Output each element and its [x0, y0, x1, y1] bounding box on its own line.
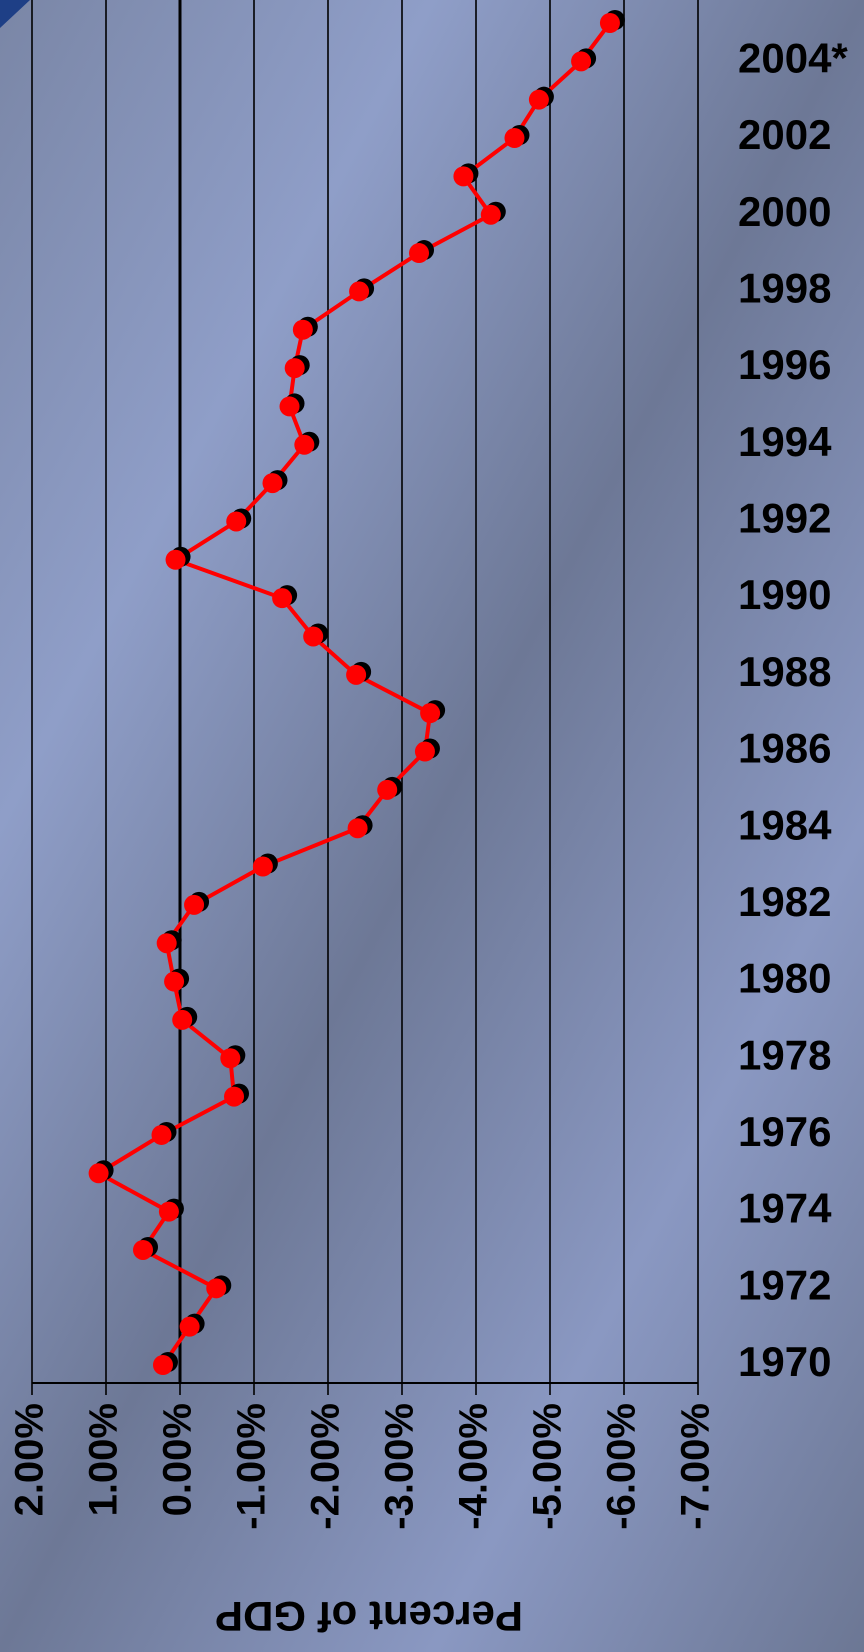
- marker: [152, 1355, 173, 1375]
- category-label: 1988: [738, 648, 831, 695]
- marker: [172, 1009, 193, 1030]
- marker: [224, 1086, 245, 1107]
- marker: [133, 1239, 153, 1260]
- marker: [88, 1163, 109, 1184]
- category-label: 1980: [738, 955, 831, 1002]
- marker: [420, 703, 441, 724]
- marker: [165, 549, 186, 570]
- axis-title: Percent of GDP: [215, 1593, 523, 1640]
- category-label: 1996: [738, 341, 831, 388]
- category-label: 2004*: [738, 34, 848, 81]
- marker: [349, 281, 370, 302]
- tick-label: -1.00%: [230, 1403, 274, 1530]
- marker: [377, 779, 398, 800]
- corner-decoration: [0, 0, 30, 28]
- marker: [252, 856, 273, 877]
- category-label: 2000: [738, 188, 831, 235]
- marker: [262, 473, 283, 494]
- marker: [599, 13, 620, 33]
- category-label: 1992: [738, 495, 831, 542]
- marker: [292, 319, 313, 340]
- tick-label: -7.00%: [674, 1403, 718, 1530]
- category-label: 1974: [738, 1185, 832, 1232]
- tick-label: 1.00%: [82, 1403, 126, 1516]
- category-label: 1986: [738, 725, 831, 772]
- marker: [151, 1124, 172, 1145]
- category-label: 2002: [738, 111, 831, 158]
- marker: [158, 1201, 179, 1222]
- marker: [284, 358, 305, 379]
- marker: [414, 741, 435, 762]
- marker: [184, 894, 205, 915]
- marker: [179, 1316, 200, 1337]
- tick-label: -2.00%: [304, 1403, 348, 1530]
- marker: [303, 626, 324, 647]
- marker: [528, 89, 549, 110]
- marker: [272, 588, 293, 609]
- marker: [206, 1278, 227, 1299]
- category-label: 1976: [738, 1108, 831, 1155]
- category-label: 1982: [738, 878, 831, 925]
- marker: [156, 933, 177, 954]
- marker: [279, 396, 300, 417]
- marker: [347, 818, 368, 839]
- tick-label: -6.00%: [600, 1403, 644, 1530]
- marker: [504, 128, 525, 149]
- marker: [480, 204, 501, 225]
- category-label: 1994: [738, 418, 832, 465]
- category-label: 1998: [738, 264, 831, 311]
- tick-label: 2.00%: [8, 1403, 52, 1516]
- tick-label: -5.00%: [526, 1403, 570, 1530]
- marker: [571, 51, 592, 72]
- marker: [453, 166, 474, 187]
- category-label: 1990: [738, 571, 831, 618]
- tick-label: -4.00%: [452, 1403, 496, 1530]
- marker: [346, 664, 367, 685]
- tick-label: -3.00%: [378, 1403, 422, 1530]
- category-label: 1984: [738, 801, 832, 848]
- marker: [294, 434, 315, 455]
- marker: [220, 1048, 241, 1069]
- marker: [409, 243, 430, 264]
- category-label: 1978: [738, 1031, 831, 1078]
- marker: [226, 511, 247, 532]
- category-label: 1970: [738, 1338, 831, 1385]
- category-label: 1972: [738, 1261, 831, 1308]
- marker: [164, 971, 185, 992]
- tick-label: 0.00%: [156, 1403, 200, 1516]
